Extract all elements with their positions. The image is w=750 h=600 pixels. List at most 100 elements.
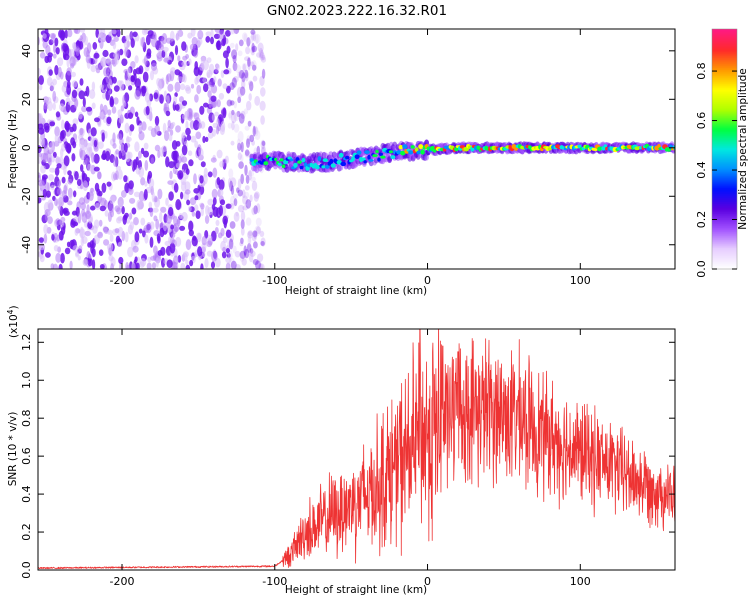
noise-blob	[153, 92, 159, 100]
noise-blob	[250, 46, 256, 56]
noise-blob	[72, 123, 77, 132]
colorbar-segment	[712, 169, 737, 172]
noise-blob	[177, 155, 182, 164]
noise-blob	[260, 237, 266, 247]
noise-blob	[239, 86, 246, 96]
colorbar-segment	[712, 111, 737, 114]
noise-blob	[185, 86, 192, 94]
noise-blob	[59, 217, 65, 228]
noise-blob	[194, 77, 199, 85]
noise-blob	[113, 97, 119, 105]
band-core	[301, 157, 306, 163]
noise-blob	[167, 126, 171, 132]
noise-blob	[85, 106, 93, 112]
noise-blob	[249, 81, 254, 92]
noise-blob	[166, 259, 173, 269]
colorbar-segment	[712, 93, 737, 96]
noise-blob	[208, 125, 213, 134]
colorbar: 0.0 0.2 0.4 0.6 0.8 Normalized spectral ampl…	[695, 28, 749, 278]
noise-blob	[130, 60, 136, 69]
noise-blob	[223, 69, 230, 75]
spectrogram-frame	[37, 28, 676, 270]
colorbar-segment	[712, 59, 737, 62]
noise-blob	[250, 29, 256, 35]
noise-blob	[169, 242, 176, 254]
colorbar-segment	[712, 225, 737, 228]
noise-blob	[97, 120, 102, 128]
noise-blob	[87, 242, 92, 248]
snr-x-tick-label: 100	[570, 575, 591, 588]
band-core	[390, 155, 396, 160]
noise-blob	[147, 30, 154, 37]
noise-blob	[132, 159, 138, 170]
noise-blob	[177, 55, 181, 62]
noise-blob	[188, 159, 194, 167]
colorbar-segment	[712, 101, 737, 104]
band-core	[293, 162, 298, 168]
colorbar-segment	[712, 177, 737, 180]
noise-blob	[134, 90, 141, 100]
snr-x-axis-label: Height of straight line (km)	[285, 584, 427, 596]
noise-blob	[91, 81, 96, 92]
colorbar-segment	[712, 183, 737, 186]
noise-blob	[211, 250, 218, 262]
band-core	[283, 159, 289, 165]
noise-blob	[218, 179, 225, 191]
noise-blob	[98, 249, 104, 256]
noise-blob	[199, 175, 204, 184]
noise-blob	[121, 190, 127, 198]
noise-blob	[67, 200, 73, 206]
noise-blob	[196, 84, 202, 95]
noise-blob	[206, 69, 213, 79]
noise-blob	[63, 184, 68, 195]
noise-blob	[237, 86, 243, 98]
noise-blob	[246, 138, 250, 149]
noise-blob	[231, 77, 237, 88]
noise-blob	[255, 34, 259, 45]
noise-blob	[109, 234, 114, 242]
noise-blob	[66, 67, 72, 76]
noise-blob	[200, 207, 204, 217]
colorbar-segment	[712, 223, 737, 226]
noise-blob	[247, 57, 251, 67]
colorbar-segment	[712, 47, 737, 50]
colorbar-segment	[712, 33, 737, 36]
noise-blob	[253, 126, 258, 135]
noise-blob	[194, 195, 199, 201]
noise-blob	[225, 30, 231, 37]
noise-blob	[229, 82, 235, 90]
noise-blob	[253, 230, 258, 240]
noise-blob	[43, 233, 48, 244]
noise-blob	[48, 174, 55, 181]
noise-blob	[94, 219, 100, 229]
noise-blob	[63, 164, 67, 176]
colorbar-segment	[712, 213, 737, 216]
colorbar-segment	[712, 165, 737, 168]
colorbar-segment	[712, 255, 737, 258]
noise-blob	[74, 171, 79, 181]
noise-blob	[199, 65, 205, 71]
noise-blob	[79, 149, 86, 161]
noise-blob	[237, 71, 242, 79]
colorbar-segment	[712, 221, 737, 224]
noise-blob	[240, 219, 245, 230]
noise-blob	[102, 225, 108, 233]
noise-blob	[177, 170, 184, 180]
noise-blob	[233, 76, 239, 83]
spectrogram-y-tick-label: 20	[20, 92, 33, 106]
noise-blob	[155, 257, 159, 268]
noise-blob	[227, 122, 232, 129]
colorbar-segment	[712, 249, 737, 252]
noise-blob	[67, 29, 73, 38]
noise-blob	[248, 232, 252, 244]
noise-blob	[138, 228, 143, 234]
noise-blob	[180, 191, 184, 200]
noise-blob	[165, 156, 170, 168]
noise-blob	[166, 73, 172, 82]
colorbar-segment	[712, 43, 737, 46]
noise-blob	[148, 201, 153, 209]
noise-blob	[123, 142, 128, 153]
noise-blob	[117, 169, 123, 180]
colorbar-segment	[712, 235, 737, 238]
